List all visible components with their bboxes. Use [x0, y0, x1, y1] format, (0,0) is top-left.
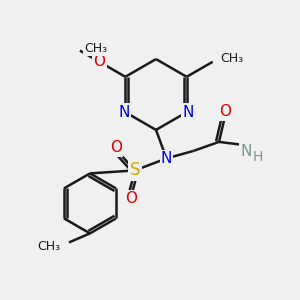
Text: O: O: [110, 140, 122, 155]
Text: H: H: [253, 150, 263, 164]
Text: CH₃: CH₃: [37, 239, 60, 253]
Text: N: N: [182, 105, 194, 120]
Text: CH₃: CH₃: [220, 52, 243, 65]
Text: O: O: [219, 104, 231, 119]
Text: N: N: [240, 144, 252, 159]
Text: N: N: [118, 105, 130, 120]
Text: CH₃: CH₃: [84, 42, 107, 55]
Text: N: N: [161, 151, 172, 166]
Text: S: S: [130, 161, 140, 179]
Text: O: O: [93, 54, 105, 69]
Text: O: O: [125, 191, 137, 206]
